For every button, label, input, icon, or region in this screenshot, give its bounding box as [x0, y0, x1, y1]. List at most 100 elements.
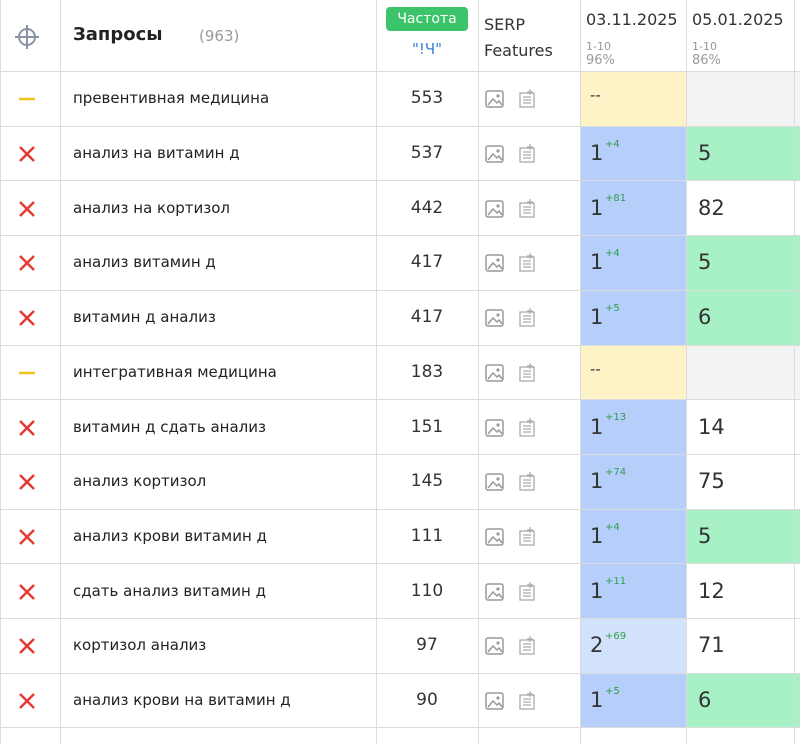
pos1: --: [590, 86, 601, 105]
pos1-cell: [580, 290, 686, 346]
row-line: [0, 180, 800, 182]
pos1: --: [590, 359, 601, 378]
status-icon[interactable]: [17, 636, 37, 656]
pos1-delta: +74: [605, 466, 627, 478]
pos2-cell: [686, 72, 800, 127]
serp-icons[interactable]: [485, 252, 545, 274]
col-line: [686, 0, 687, 744]
date-header: 05.01.2025: [692, 10, 784, 29]
serp-icons[interactable]: [485, 143, 545, 165]
pos1-delta: +4: [605, 521, 620, 533]
pos2-cell: [686, 509, 800, 565]
frequency: 417: [410, 307, 444, 328]
pos1-delta: +5: [605, 685, 620, 697]
pos1-delta: +13: [605, 412, 627, 424]
col-line: [60, 0, 61, 744]
freq-badge[interactable]: Частота: [386, 7, 468, 31]
col-line: [580, 0, 581, 744]
pos1: 1: [590, 688, 604, 713]
frequency: 90: [416, 690, 438, 711]
pos1-cell: [580, 181, 686, 237]
pos2-cell: [686, 126, 800, 182]
frequency: 442: [410, 197, 444, 218]
pos1-cell: [580, 673, 686, 729]
serp-icons[interactable]: [485, 581, 545, 603]
status-icon[interactable]: [17, 253, 37, 273]
status-icon[interactable]: [17, 308, 37, 328]
pos1: 1: [590, 523, 604, 548]
serp-icons[interactable]: [485, 307, 545, 329]
freq-sub[interactable]: "!Ч": [411, 40, 443, 58]
row-line: [0, 563, 800, 565]
row-line: [0, 672, 800, 674]
serp-icons[interactable]: [485, 635, 545, 657]
frequency: 110: [410, 580, 444, 601]
pos1: 1: [590, 141, 604, 166]
pos1-delta: +81: [605, 193, 627, 205]
serp-icons[interactable]: [485, 417, 545, 439]
date-header: 03.11.2025: [586, 10, 678, 29]
frequency: 145: [410, 471, 444, 492]
pos2-cell: [686, 454, 800, 510]
pos1-cell: [580, 400, 686, 455]
pos2: 75: [698, 469, 725, 494]
pos1: 1: [590, 305, 604, 330]
row-line: [0, 71, 800, 72]
frequency: 111: [410, 525, 444, 546]
col-line: [478, 0, 479, 744]
status-icon[interactable]: [17, 89, 37, 109]
pos1-cell: [580, 345, 686, 401]
pos1: 1: [590, 469, 604, 494]
serp-icons[interactable]: [485, 362, 545, 384]
frequency: 553: [410, 88, 444, 109]
pos2: 6: [698, 688, 712, 713]
frequency: 183: [410, 361, 444, 382]
row-line: [0, 235, 800, 237]
pos1: 2: [590, 633, 604, 658]
frequency: 151: [410, 416, 444, 437]
row-line: [0, 344, 800, 346]
status-icon[interactable]: [17, 691, 37, 711]
status-icon[interactable]: [17, 363, 37, 383]
serp-header: SERP Features: [484, 15, 553, 60]
serp-icons[interactable]: [485, 690, 545, 712]
status-icon[interactable]: [17, 582, 37, 602]
row-line: [0, 125, 800, 127]
serp-icons[interactable]: [485, 88, 545, 110]
pos2: 12: [698, 578, 725, 603]
pos2-cell: [686, 619, 800, 674]
target-icon[interactable]: [14, 24, 40, 50]
pos1-cell: [580, 619, 686, 674]
pos1: 1: [590, 414, 604, 439]
pos1-cell: [580, 564, 686, 619]
pos1-cell: [580, 72, 686, 127]
pos1-delta: +4: [605, 138, 620, 150]
serp-icons[interactable]: [485, 526, 545, 548]
row-line: [0, 618, 800, 619]
status-icon[interactable]: [17, 418, 37, 438]
pos1-cell: [580, 509, 686, 565]
query: анализ на витамин д: [73, 144, 240, 163]
col-line: [794, 0, 795, 744]
pos2-cell: [686, 564, 800, 619]
status-icon[interactable]: [17, 144, 37, 164]
pos1-cell: [580, 454, 686, 510]
frequency: 97: [416, 635, 438, 656]
col-line: [0, 0, 1, 744]
pos2-cell: [686, 673, 800, 729]
pos1-cell: [580, 126, 686, 182]
query: витамин д анализ: [73, 308, 216, 327]
col-line: [376, 0, 377, 744]
date-range: 1-10: [586, 40, 611, 53]
pos1-delta: +4: [605, 248, 620, 260]
status-icon[interactable]: [17, 199, 37, 219]
status-icon[interactable]: [17, 472, 37, 492]
pos2: 6: [698, 305, 712, 330]
pos1-delta: +5: [605, 302, 620, 314]
serp-icons[interactable]: [485, 198, 545, 220]
status-icon[interactable]: [17, 527, 37, 547]
header-title[interactable]: Запросы: [73, 24, 163, 45]
serp-icons[interactable]: [485, 471, 545, 493]
pos2: 5: [698, 141, 712, 166]
